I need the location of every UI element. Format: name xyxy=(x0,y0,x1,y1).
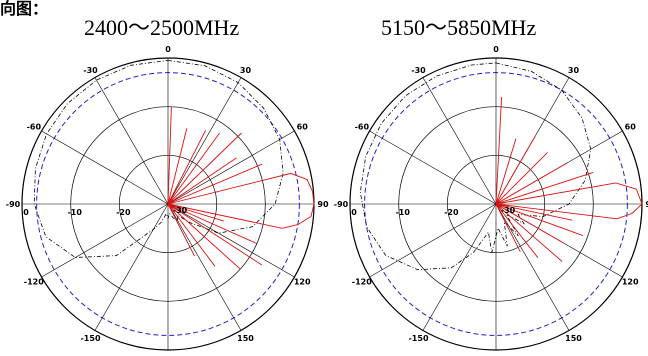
angle-tick-label: -30 xyxy=(411,66,426,75)
angle-tick-label: 60 xyxy=(625,123,637,132)
grid-spoke xyxy=(167,77,242,205)
angle-tick-label: -90 xyxy=(6,200,21,209)
series-black-pattern xyxy=(33,59,284,258)
angle-tick-label: -150 xyxy=(80,334,100,343)
grid-spoke xyxy=(94,77,169,205)
grid-spoke xyxy=(94,203,169,331)
angle-tick-label: 30 xyxy=(568,66,580,75)
grid-spoke xyxy=(41,203,169,278)
page-heading: 向图： xyxy=(0,0,49,18)
angle-tick-label: -60 xyxy=(355,123,370,132)
series-black-pattern xyxy=(359,62,592,271)
polar-chart-5150-5850: 0306090120150180-150-120-90-60-300-10-20… xyxy=(334,45,648,356)
grid-spoke xyxy=(369,130,497,205)
angle-tick-label: 120 xyxy=(622,278,639,287)
grid-spoke xyxy=(422,77,497,205)
radial-tick-label: 0 xyxy=(23,208,29,217)
radial-tick-label: -10 xyxy=(67,208,82,217)
angle-tick-label: 30 xyxy=(240,66,252,75)
radial-tick-label: 0 xyxy=(351,208,357,217)
polar-chart-2400-2500: 0306090120150180-150-120-90-60-300-10-20… xyxy=(6,45,329,356)
radial-tick-label: -30 xyxy=(501,206,516,215)
grid-spoke xyxy=(41,130,169,205)
radial-tick-label: -10 xyxy=(395,208,410,217)
series-red-pattern xyxy=(495,97,643,262)
chart-title-2400-2500: 2400～2500MHz xyxy=(84,15,240,40)
angle-tick-label: -90 xyxy=(334,200,349,209)
angle-tick-label: -150 xyxy=(408,334,428,343)
radial-tick-label: -30 xyxy=(173,206,188,215)
grid-spoke xyxy=(369,203,497,278)
angle-tick-label: -120 xyxy=(24,278,44,287)
series-red-pattern xyxy=(167,106,315,270)
grid-spoke xyxy=(422,203,497,331)
angle-tick-label: 90 xyxy=(645,200,648,209)
angle-tick-label: -60 xyxy=(27,123,42,132)
grid-spoke xyxy=(167,130,295,205)
angle-tick-label: 0 xyxy=(493,45,499,54)
chart-title-5150-5850: 5150～5850MHz xyxy=(381,15,537,40)
radial-tick-label: -20 xyxy=(116,208,131,217)
radial-tick-label: -20 xyxy=(444,208,459,217)
angle-tick-label: 150 xyxy=(565,334,582,343)
angle-tick-label: 0 xyxy=(165,45,171,54)
grid-spoke xyxy=(167,203,242,331)
angle-tick-label: 120 xyxy=(294,278,311,287)
angle-tick-label: -120 xyxy=(352,278,372,287)
angle-tick-label: -30 xyxy=(83,66,98,75)
angle-tick-label: 90 xyxy=(317,200,329,209)
grid-spoke xyxy=(495,203,570,331)
angle-tick-label: 150 xyxy=(237,334,254,343)
grid-spoke xyxy=(167,203,295,278)
angle-tick-label: 60 xyxy=(297,123,309,132)
